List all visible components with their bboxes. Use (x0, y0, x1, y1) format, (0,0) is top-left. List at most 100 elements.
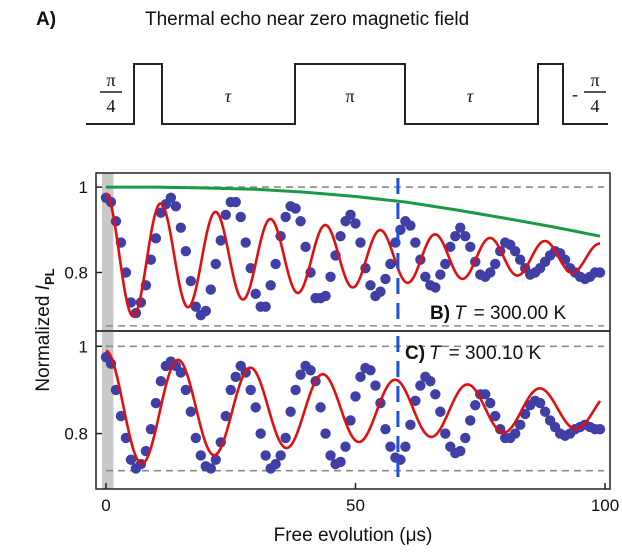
y-axis-label: Normalized IPL (33, 268, 57, 391)
panel-c-data-point (594, 424, 606, 435)
panel-b-data-point (270, 258, 281, 270)
panel-c-data-point (255, 428, 266, 439)
panel-b-data-point (514, 254, 526, 265)
panel-b-temperature-label: B) T = 300.00 K (430, 303, 566, 324)
panel-c-data-point (350, 391, 361, 402)
panel-c-data-point (150, 397, 162, 409)
panel-b-data-point (240, 237, 251, 248)
panel-c-data-point (270, 458, 281, 470)
panel-b-data-point (200, 305, 211, 317)
panel-c-data-point (490, 410, 501, 422)
panel-b-data-point (280, 211, 291, 223)
panel-b-data-point (190, 301, 202, 312)
panel-c-data-point (185, 406, 197, 417)
y-axis-label-prefix: Normalized (33, 290, 54, 391)
panel-b-data-point (375, 286, 386, 297)
panel-b-data-point (175, 222, 187, 233)
pulse-tau-2: τ (467, 86, 474, 106)
panel-b-data-point (155, 207, 167, 218)
panel-b-data-point (440, 258, 451, 270)
panel-b-data-point (350, 218, 361, 229)
panel-c-data-point (230, 371, 241, 383)
panel-c-data-point (385, 441, 396, 452)
panel-b-data-point (250, 288, 261, 300)
panel-b-data-point (150, 233, 162, 244)
panel-c-data-point (175, 367, 187, 378)
panel-b-data-point (335, 231, 346, 242)
panel-b-data-point (405, 220, 416, 231)
pulse-tau-1: τ (225, 86, 232, 106)
panel-c-data-point (295, 369, 306, 380)
panel-b-plot: 0.8 1 B) T = 300.00 K (64, 172, 611, 332)
panel-b-label: B) (430, 303, 450, 324)
panel-b-envelope-line (105, 185, 601, 238)
panel-c-data-point (335, 456, 346, 468)
panel-c-data-point (460, 432, 471, 444)
panel-c-data-point (275, 450, 286, 461)
panel-c-data-point (345, 415, 356, 426)
panel-c-data-point (470, 399, 481, 411)
panel-b-fit-line (105, 192, 601, 318)
panel-c-x-tick-label: 100 (591, 496, 619, 515)
panel-c-data-point (280, 432, 291, 444)
panel-c-data-point (245, 384, 256, 396)
panel-b-data-point (485, 267, 496, 278)
panel-c-data-point (480, 389, 491, 400)
panel-c-temp-symbol: T (429, 343, 442, 364)
pulse-right-sign: - (572, 84, 578, 104)
panel-c-shaded-region (101, 331, 114, 489)
panel-c-data-point (440, 428, 451, 439)
panel-c-data-point (225, 384, 236, 396)
panel-b-data-point (385, 258, 396, 270)
panel-c-data-point (400, 441, 411, 452)
panel-b-data-point (205, 284, 216, 295)
panel-b-y-tick-label: 1 (79, 178, 88, 197)
panel-c-data-point (435, 406, 446, 417)
panel-b-data-point (165, 192, 177, 203)
panel-b-data-point (325, 271, 336, 282)
panel-c-data-point (465, 415, 476, 426)
panel-b-data-point (450, 231, 461, 242)
panel-b-data-point (180, 245, 192, 257)
panel-c-data-point (509, 428, 521, 439)
panel-c-data-point (370, 380, 381, 391)
pulse-left-numerator: π (106, 70, 115, 90)
panel-c-data-point (220, 410, 231, 422)
panel-b-data-point (220, 209, 231, 221)
y-axis-label-sub: PL (42, 268, 57, 285)
panel-b-data-point (230, 196, 241, 208)
panel-b-data-point (380, 273, 391, 285)
panel-b-data-point (185, 275, 197, 287)
panel-c-temperature-label: C) T = 300.10 K (405, 343, 541, 364)
x-axis-label: Free evolution (μs) (274, 525, 433, 546)
panel-c-data-point (190, 432, 202, 444)
panel-b-data-point (420, 271, 431, 282)
panel-c-data-point (534, 397, 546, 409)
panel-c-data-point (115, 410, 127, 422)
panel-c-label: C) (405, 343, 425, 364)
panel-c-data-point (425, 375, 436, 387)
panel-c-data-point (455, 445, 466, 457)
panel-b-data-point (460, 231, 471, 242)
panel-c-data-point (405, 419, 416, 431)
panel-c-data-point (380, 424, 391, 435)
panel-b-data-point (300, 241, 311, 253)
pulse-pi: π (345, 86, 354, 106)
panel-c-data-point (305, 365, 316, 376)
panel-b-temp-symbol: T (454, 303, 467, 324)
panel-c-data-point (145, 424, 157, 435)
panel-c-data-point (430, 389, 441, 400)
panel-c-data-point (285, 406, 296, 417)
panel-c-data-point (250, 402, 261, 413)
panel-b-data-point (290, 203, 301, 214)
panel-c-data-point (365, 365, 376, 376)
panel-b-y-tick-label: 0.8 (64, 263, 88, 282)
panel-c-data-point (340, 441, 351, 452)
panel-b-data-point (430, 282, 441, 293)
panel-c-data-point (514, 419, 526, 431)
panel-c-data-point (325, 450, 336, 461)
panel-c-data-point (180, 384, 192, 396)
panel-c-data-point (320, 428, 331, 439)
panel-b-data-point (355, 237, 366, 248)
